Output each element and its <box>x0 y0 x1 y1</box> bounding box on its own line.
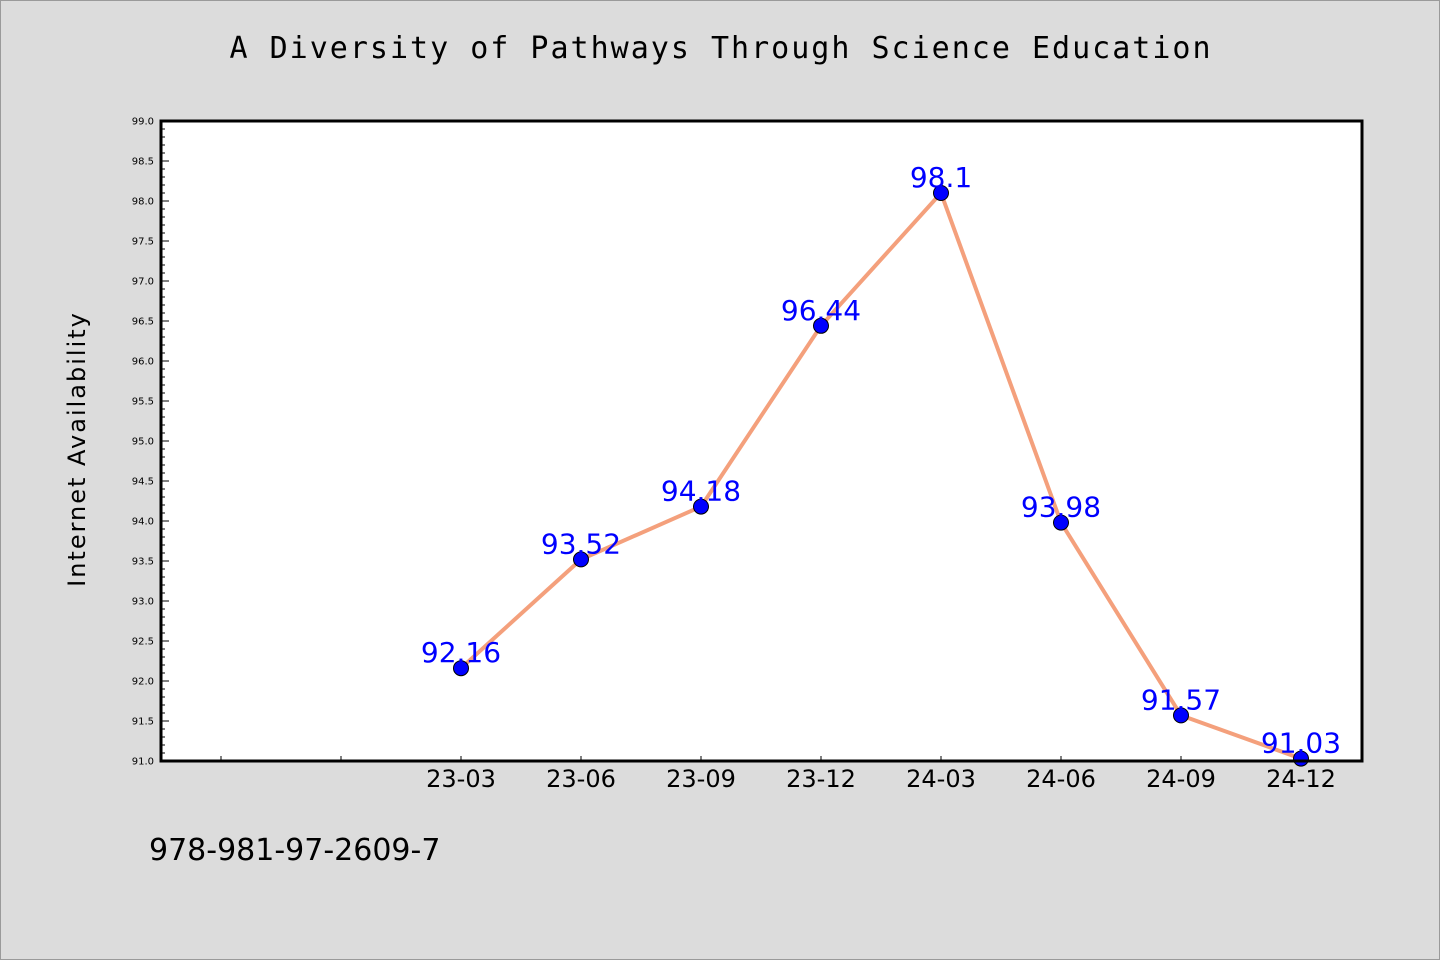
data-label: 94.18 <box>661 475 741 508</box>
plot-frame <box>159 119 1364 763</box>
data-label: 96.44 <box>781 294 861 327</box>
x-tick-label: 24-12 <box>1266 765 1336 793</box>
x-tick-label: 23-12 <box>786 765 856 793</box>
data-label: 91.03 <box>1261 727 1341 760</box>
x-tick-label: 23-03 <box>426 765 496 793</box>
y-tick-label: 91.0 <box>132 757 154 768</box>
y-tick-label: 97.5 <box>132 237 154 248</box>
x-tick-label: 24-06 <box>1026 765 1096 793</box>
series-line <box>459 191 1303 761</box>
data-point <box>1053 514 1069 531</box>
y-tick-label: 92.0 <box>132 677 154 688</box>
y-tick-label: 95.0 <box>132 437 154 448</box>
y-tick-label: 92.5 <box>132 637 154 648</box>
data-point <box>1173 707 1189 724</box>
isbn-label: 978-981-97-2609-7 <box>149 833 441 868</box>
data-label: 93.98 <box>1021 491 1101 524</box>
x-tick-label: 23-06 <box>546 765 616 793</box>
data-label: 98.1 <box>910 161 972 194</box>
y-tick-label: 97.0 <box>132 277 154 288</box>
y-tick-label: 93.0 <box>132 597 154 608</box>
chart-title: A Diversity of Pathways Through Science … <box>229 31 1213 66</box>
data-point <box>933 185 949 201</box>
data-label: 93.52 <box>541 527 621 560</box>
data-point <box>813 317 829 334</box>
plot-area <box>161 121 1362 761</box>
data-label: 91.57 <box>1141 683 1221 716</box>
y-tick-label: 99.0 <box>132 117 154 128</box>
y-tick-label: 98.5 <box>132 157 154 168</box>
y-tick-label: 91.5 <box>132 717 154 728</box>
y-tick-label: 95.5 <box>132 397 154 408</box>
y-tick-label: 93.5 <box>132 557 154 568</box>
x-tick-label: 24-09 <box>1146 765 1216 793</box>
x-tick-label: 23-09 <box>666 765 736 793</box>
data-label: 92.16 <box>421 636 501 669</box>
y-tick-label: 94.5 <box>132 477 154 488</box>
y-tick-label: 96.0 <box>132 357 154 368</box>
y-tick-label: 98.0 <box>132 197 154 208</box>
data-point <box>573 551 589 568</box>
data-point <box>453 660 469 677</box>
data-point <box>693 498 709 515</box>
y-tick-label: 96.5 <box>132 317 154 328</box>
y-tick-label: 94.0 <box>132 517 154 528</box>
x-tick-label: 24-03 <box>906 765 976 793</box>
